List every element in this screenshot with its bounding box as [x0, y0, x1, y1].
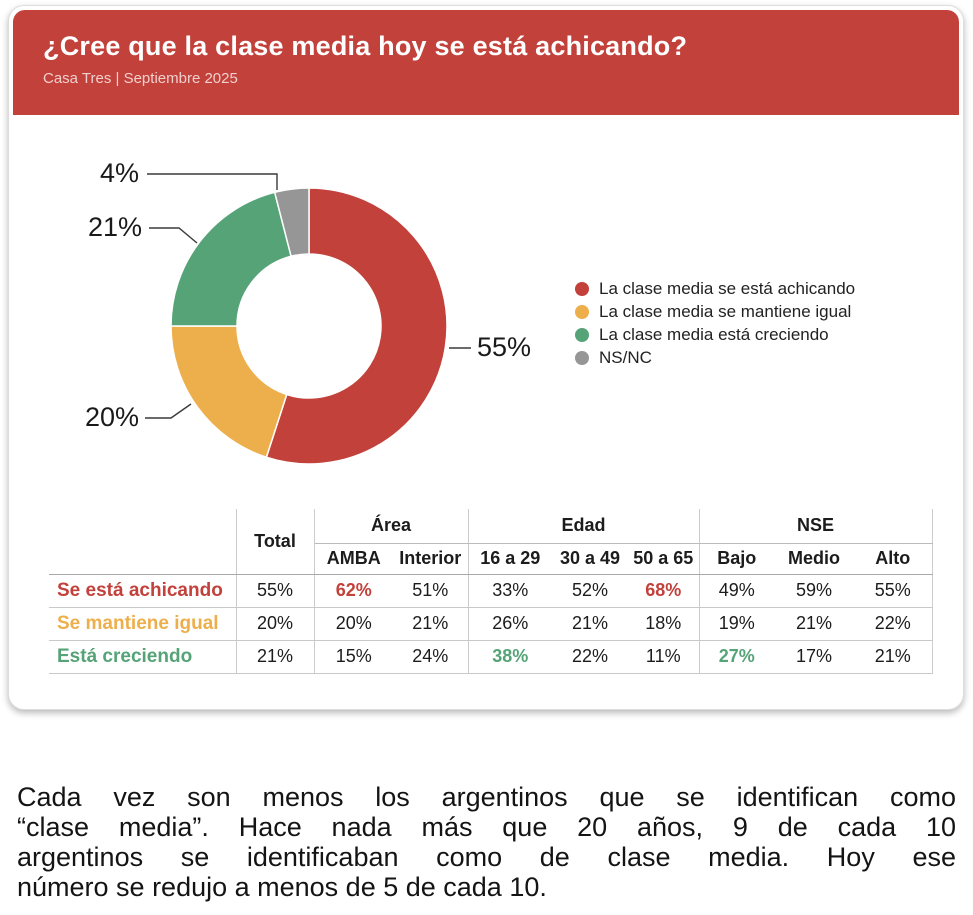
legend-dot-red-icon	[575, 281, 589, 296]
table-cell: 24%	[393, 640, 468, 674]
legend-label: NS/NC	[599, 347, 652, 367]
table-cell: 49%	[698, 574, 775, 608]
col-group-nse: NSE	[698, 509, 933, 544]
col-header-interior: Interior	[393, 543, 468, 575]
legend-dot-green-icon	[575, 327, 589, 342]
callout-leader-line	[149, 227, 198, 244]
table-cell: 26%	[467, 607, 552, 641]
callout-label-nsnc: 4%	[99, 158, 139, 188]
legend-item-nsnc: NS/NC	[575, 346, 855, 369]
callout-leader-line	[145, 403, 192, 419]
col-header-30a49: 30 a 49	[552, 543, 628, 575]
table-cell: 62%	[314, 574, 393, 608]
legend-dot-yellow-icon	[575, 304, 589, 319]
legend-item-creciendo: La clase media está creciendo	[575, 323, 855, 346]
table-cell: 52%	[552, 574, 628, 608]
table-cell: 20%	[314, 607, 393, 641]
legend-label: La clase media se está achicando	[599, 278, 856, 298]
donut-slice-1	[265, 187, 448, 465]
row-label: Se mantiene igual	[49, 607, 236, 641]
callout-label-achicando: 55%	[477, 332, 532, 362]
donut-slice-3	[170, 191, 293, 327]
callout-leader-line	[147, 173, 278, 190]
col-group-edad: Edad	[467, 509, 700, 544]
legend-label: La clase media está creciendo	[599, 324, 829, 344]
header-source: Casa Tres | Septiembre 2025	[43, 70, 238, 87]
callout-label-mantiene: 20%	[84, 402, 139, 432]
table-cell: 38%	[467, 640, 552, 674]
table-cell: 19%	[698, 607, 775, 641]
summary-line: “clase media”. Hace nada más que 20 años…	[17, 812, 956, 842]
table-cell: 21%	[393, 607, 468, 641]
legend-item-achicando: La clase media se está achicando	[575, 277, 855, 300]
table-cell: 68%	[628, 574, 700, 608]
table-cell: 21%	[235, 640, 315, 674]
summary-line: argentinos se identificaban como de clas…	[17, 842, 956, 872]
table-row: Se mantiene igual 20% 20% 21% 26% 21% 18% 19% 21…	[49, 607, 933, 641]
table-cell: 55%	[235, 574, 315, 608]
table-cell: 11%	[628, 640, 700, 674]
header-banner: ¿Cree que la clase media hoy se está ach…	[13, 10, 959, 115]
table-cell: 22%	[552, 640, 628, 674]
donut-chart-section: 55% 20% 21% 4% La clase media se está ac…	[9, 146, 965, 481]
table-cell: 17%	[774, 640, 855, 674]
summary-paragraph: Cada vez son menos los argentinos que se…	[17, 782, 956, 902]
table-cell: 21%	[552, 607, 628, 641]
summary-line: Cada vez son menos los argentinos que se…	[17, 782, 956, 812]
table-cell: 27%	[698, 640, 775, 674]
col-header-bajo: Bajo	[698, 543, 775, 575]
col-header-50a65: 50 a 65	[628, 543, 700, 575]
donut-chart	[145, 173, 471, 465]
table-cell: 33%	[467, 574, 552, 608]
table-row: Está creciendo 21% 15% 24% 38% 22% 11% 27% 17% 21…	[49, 640, 933, 674]
breakdown-table-section: Total Área Edad NSE AMBA Interior 16 a 2…	[49, 509, 933, 674]
table-cell: 51%	[393, 574, 468, 608]
row-label: Está creciendo	[49, 640, 236, 674]
legend-item-mantiene: La clase media se mantiene igual	[575, 300, 855, 323]
col-header-total: Total	[235, 509, 315, 575]
table-cell: 18%	[628, 607, 700, 641]
col-header-16a29: 16 a 29	[467, 543, 552, 575]
donut-slice-2	[170, 325, 288, 459]
breakdown-table: Total Área Edad NSE AMBA Interior 16 a 2…	[49, 509, 933, 674]
page-title: ¿Cree que la clase media hoy se está ach…	[43, 31, 688, 61]
table-cell: 15%	[314, 640, 393, 674]
table-cell: 22%	[854, 607, 933, 641]
donut-slice-4	[273, 187, 310, 258]
table-cell: 21%	[774, 607, 855, 641]
col-header-medio: Medio	[774, 543, 855, 575]
table-cell: 59%	[774, 574, 855, 608]
callout-label-creciendo: 21%	[87, 212, 142, 242]
col-header-alto: Alto	[854, 543, 933, 575]
table-cell: 21%	[854, 640, 933, 674]
col-header-amba: AMBA	[313, 543, 393, 575]
col-group-area: Área	[313, 509, 468, 544]
legend-dot-gray-icon	[575, 350, 589, 365]
row-label: Se está achicando	[49, 574, 236, 608]
table-cell: 55%	[854, 574, 933, 608]
survey-card: ¿Cree que la clase media hoy se está ach…	[8, 5, 964, 710]
table-row: Se está achicando 55% 62% 51% 33% 52% 68% 49% 59…	[49, 574, 933, 608]
legend-label: La clase media se mantiene igual	[599, 301, 852, 321]
chart-legend: La clase media se está achicando La clas…	[575, 277, 855, 369]
summary-line: número se redujo a menos de 5 de cada 10…	[17, 872, 547, 902]
corner-cell	[49, 509, 236, 575]
table-cell: 20%	[235, 607, 315, 641]
